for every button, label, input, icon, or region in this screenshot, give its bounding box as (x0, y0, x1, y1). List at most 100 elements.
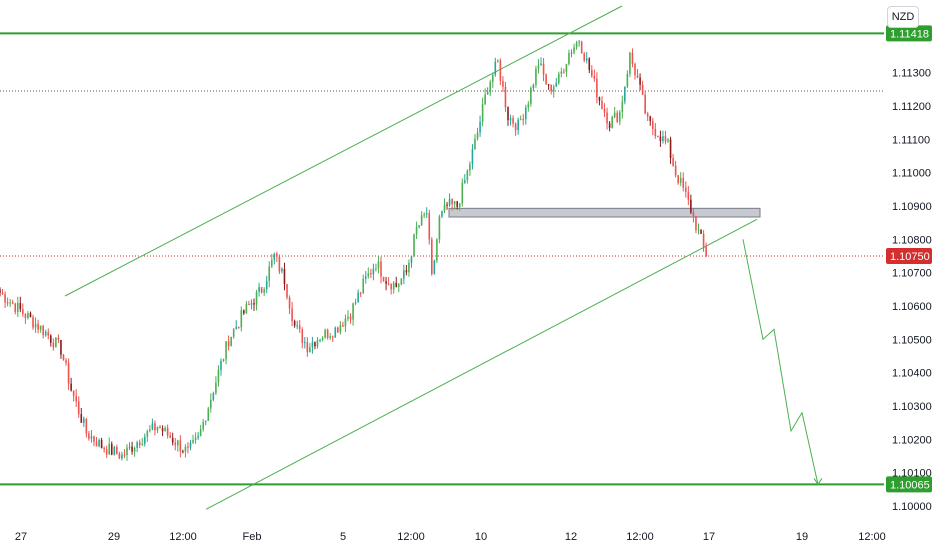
projection-path[interactable] (742, 239, 819, 485)
candle-body (552, 86, 555, 92)
candle (306, 337, 309, 357)
candle (697, 223, 700, 235)
candle-body (177, 440, 179, 446)
candle-body (618, 112, 621, 122)
candle (159, 424, 161, 429)
candle-body (568, 52, 570, 65)
candle-body (270, 259, 273, 267)
currency-selector[interactable]: NZD (887, 6, 919, 28)
candle-body (128, 446, 131, 448)
candle-body (375, 268, 377, 270)
candle (499, 58, 502, 86)
candle-body (519, 119, 522, 121)
candle-body (227, 341, 230, 347)
candle (199, 424, 202, 437)
price-label-level[interactable] (886, 25, 932, 42)
candle-body (276, 253, 278, 257)
candle-body (88, 433, 90, 439)
price-label-last[interactable] (886, 248, 932, 264)
candle-body (530, 87, 532, 104)
currency-label: NZD (891, 11, 915, 23)
candle (448, 193, 451, 207)
candle (413, 233, 415, 258)
candle (24, 313, 27, 324)
candle-body (309, 347, 311, 353)
candle (664, 130, 667, 145)
candle (357, 289, 359, 303)
candle (596, 72, 598, 104)
candle-body (126, 447, 128, 455)
candle (210, 393, 212, 413)
candle-body (611, 116, 613, 128)
candle-body (499, 60, 502, 81)
candle (349, 313, 352, 324)
candle (9, 298, 11, 307)
candle (215, 376, 217, 395)
candle-body (443, 204, 446, 211)
candle-body (85, 418, 88, 434)
candle-body (400, 278, 403, 285)
candle (530, 86, 532, 107)
candle (626, 70, 629, 89)
candle (194, 432, 197, 444)
candle (491, 72, 494, 88)
candle (601, 96, 603, 110)
candle-body (47, 331, 50, 336)
candle-body (154, 423, 156, 431)
candle-body (77, 401, 80, 415)
candle-body (32, 317, 34, 328)
candle-body (100, 439, 103, 449)
candle-body (260, 287, 263, 293)
candle-body (212, 393, 215, 400)
supply-zone[interactable] (448, 207, 761, 218)
candle (72, 390, 75, 402)
candle (555, 77, 558, 88)
candle (380, 256, 382, 284)
candle (329, 332, 331, 341)
candle-body (118, 453, 121, 459)
price-label-level[interactable] (886, 476, 932, 493)
candle (504, 81, 507, 112)
candle-body (149, 429, 151, 432)
candle (16, 296, 19, 317)
candle (669, 136, 672, 164)
candle-body (555, 82, 558, 87)
candle-body (395, 282, 398, 287)
candle (304, 337, 306, 349)
candle (83, 416, 85, 427)
candle (268, 261, 271, 288)
candle (522, 113, 525, 126)
candle-body (603, 109, 606, 113)
candle (598, 96, 601, 106)
y-tick-label: 1.10700 (892, 268, 932, 280)
candle-body (667, 139, 669, 142)
channel-lower-line[interactable] (205, 218, 758, 510)
candle (227, 335, 230, 351)
candle-body (217, 370, 220, 383)
candle (621, 95, 624, 119)
candle-body (316, 340, 319, 347)
y-tick-label: 1.10500 (892, 334, 932, 346)
candle (695, 215, 697, 234)
candle-body (72, 390, 75, 396)
candle-body (210, 399, 212, 409)
candle-body (311, 342, 314, 348)
candle (692, 209, 695, 223)
x-tick-label: 12 (565, 531, 577, 543)
candle (14, 302, 17, 315)
candle-body (390, 283, 392, 290)
candle (375, 263, 377, 272)
candle-body (524, 107, 527, 120)
candle-body (387, 283, 390, 285)
candle-body (220, 361, 222, 371)
candle (133, 446, 136, 457)
candle (644, 90, 646, 115)
y-tick-label: 1.11300 (892, 68, 931, 80)
candle-body (326, 329, 329, 338)
candle (591, 65, 593, 78)
candle-body (337, 327, 339, 333)
channel-upper-line[interactable] (64, 5, 623, 297)
candle (103, 446, 105, 453)
candle (301, 327, 304, 349)
